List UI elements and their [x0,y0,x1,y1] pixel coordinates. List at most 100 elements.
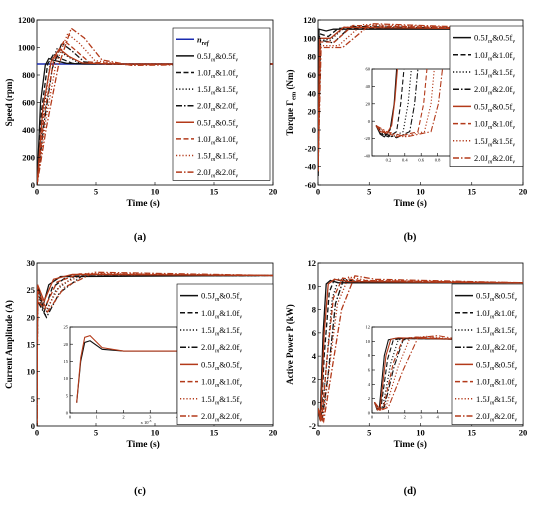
panel-c-x-tick-label: 15 [210,428,219,438]
panel-a-legend-sub2: v [235,124,238,130]
panel-a-legend-rest: &2.0f [215,167,235,177]
panel-c-legend-label: 2.0Jm&2.0fv [201,411,242,424]
panel-c-inset-series-2 [76,334,177,403]
panel-d-series-5 [318,278,523,422]
panel-c-legend-sub2: v [239,366,242,372]
panel-d-legend-rest: &1.5f [494,325,514,335]
panel-d-legend-sub2: v [514,418,517,424]
panel-b-legend-text: 2.0J [474,153,489,163]
panel-c-legend-label: 1.5Jm&1.5fv [201,394,242,407]
panel-c-inset-series-group [76,334,177,403]
panel-d-x-tick-label: 20 [519,428,528,438]
panel-c-y-tick-label: 0 [31,421,35,431]
panel-a-legend-sub: m [211,124,216,130]
panel-a-legend-label: 0.5Jm&0.5fv [197,117,238,130]
panel-a-legend-sub2: v [235,174,238,180]
panel-a-legend-text: 0.5J [197,117,212,127]
panel-a-legend-label: 2.0Jm&2.0fv [197,167,238,180]
panel-c-legend-text: 0.5J [201,291,216,301]
panel-b-x-tick-label: 15 [468,187,477,197]
panel-a-legend-label: 0.5Jm&0.5fv [197,51,238,64]
panel-a-legend-sub: m [211,107,216,113]
panel-d-x-tick-label: 10 [416,428,425,438]
panel-d-panel-label: (d) [404,486,417,497]
panel-a-y-tick-label: 1200 [18,15,35,25]
panel-b-y-tick-label: 40 [308,88,317,98]
panel-d-y-tick-label: 10 [308,281,317,291]
panel-a-legend-rest: &1.0f [215,134,235,144]
panel-d-legend-text: 2.0J [476,411,491,421]
panel-a-legend-rest: &1.5f [215,84,235,94]
panel-d-legend-label: 1.0Jm&1.0fv [476,308,517,321]
panel-c-legend-label: 1.0Jm&1.0fv [201,308,242,321]
panel-b-legend: 0.5Jm&0.5fv1.0Jm&1.0fv1.5Jm&1.5fv2.0Jm&2… [449,25,524,167]
panel-d-series-group [318,275,523,424]
panel-a-legend-text: 1.0J [197,134,212,144]
panel-c-legend-label: 1.5Jm&1.5fv [201,325,242,338]
panel-d-legend-sub: m [490,366,495,372]
panel-b-legend-sub: m [488,160,493,166]
panel-b-series-4 [318,25,523,176]
panel-d-legend: 0.5Jm&0.5fv1.0Jm&1.0fv1.5Jm&1.5fv2.0Jm&2… [451,283,524,425]
panel-b-legend-text: 0.5J [474,101,489,111]
panel-c-inset-y-tick-label: 5 [66,393,69,398]
panel-c-x-tick-label: 10 [151,428,160,438]
panel-b-inset-x-tick-label: 0.8 [435,158,441,163]
panel-c-legend-sub: m [215,349,220,355]
panel-d-inset-series-3 [373,337,454,411]
panel-b-legend-sub2: v [512,125,515,131]
panel-c-legend-label: 1.0Jm&1.0fv [201,377,242,390]
panel-d-legend-rest: &2.0f [494,411,514,421]
panel-c-inset-x-exponent: x 10-3 [141,419,152,425]
panel-a-x-tick-label: 0 [35,187,39,197]
panel-a-legend-text: 2.0J [197,101,212,111]
panel-b-legend-rest: &1.0f [492,50,512,60]
panel-b-x-tick-label: 5 [367,187,371,197]
panel-d-legend-sub: m [490,332,495,338]
panel-b-y-tick-label: 60 [308,70,317,80]
panel-b-legend-sub2: v [512,74,515,80]
panel-b-legend-sub2: v [512,56,515,62]
panel-c-y-tick-label: 5 [31,394,35,404]
panel-c-legend-sub: m [215,400,220,406]
panel-c-legend-sub: m [215,418,220,424]
panel-b-legend-sub: m [488,39,493,45]
panel-a-legend-sub: m [211,140,216,146]
panel-d-legend-sub2: v [514,400,517,406]
panel-b-series-3 [318,26,523,176]
panel-a-legend-rest: &1.0f [215,68,235,78]
panel-b-panel-label: (b) [404,232,417,243]
panel-d-legend-sub2: v [514,366,517,372]
panel-d-legend-rest: &2.0f [494,342,514,352]
panel-b-legend-rest: &0.5f [492,33,512,43]
panel-c-inset-x-exponent-base: x 10 [141,420,150,425]
panel-d-legend-text: 1.0J [476,377,491,387]
panel-c-inset-y-tick-label: 20 [64,342,69,347]
panel-d-y-axis-label-unit: (kW) [285,304,295,326]
panel-b-legend-rest: &2.0f [492,84,512,94]
panel-c-inset-x-tick-label: 2 [122,415,124,420]
panel-b-legend-label: 1.0Jm&1.0fv [474,119,515,132]
panel-b-legend-sub: m [488,56,493,62]
panel-d-inset-x-tick-label: 4 [436,415,439,420]
panel-b-y-tick-label: -40 [305,162,316,172]
panel-c-legend-text: 1.5J [201,394,216,404]
panel-a-legend-sub: m [211,74,216,80]
panel-d-inset: 012345024681012 [366,325,456,420]
panel-a-x-axis-label: Time (s) [127,198,160,209]
panel-b-legend-label: 0.5Jm&0.5fv [474,33,515,46]
panel-a-legend-label: 1.5Jm&1.5fv [197,151,238,164]
panel-d-inset-series-5 [373,337,454,412]
panel-a-legend-sub: m [211,91,216,97]
panel-b-series-6 [318,24,523,172]
panel-c-legend-sub2: v [239,314,242,320]
panel-b-y-tick-label: 20 [308,107,317,117]
panel-a-legend-sub2: v [235,157,238,163]
panel-d-series-7 [318,276,523,422]
panel-a-legend-text: 1.5J [197,84,212,94]
panel-d-series-4 [318,278,523,421]
panel-d-legend-label: 2.0Jm&2.0fv [476,342,517,355]
panel-c-series-8 [37,271,273,426]
panel-c-inset-x-tick-label: 0 [69,415,72,420]
panel-c-legend-sub: m [215,383,220,389]
